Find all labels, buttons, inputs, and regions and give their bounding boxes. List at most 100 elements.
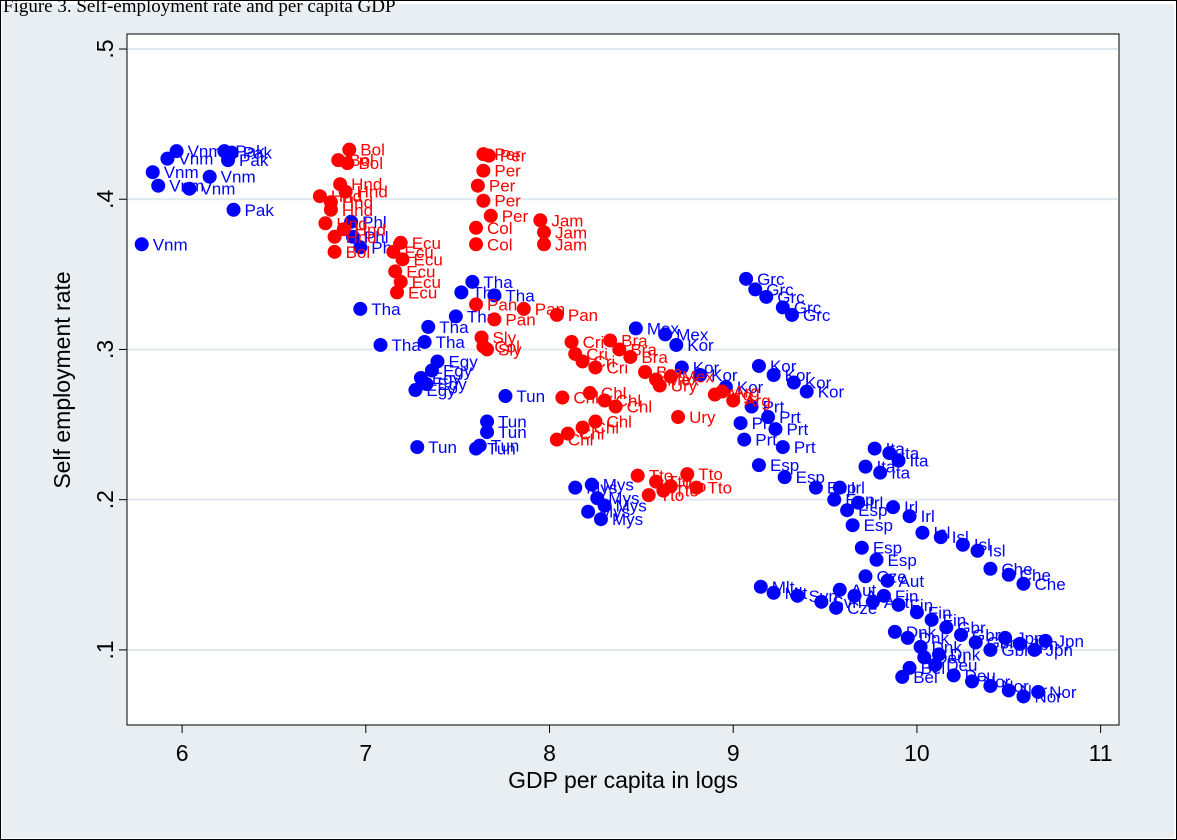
- data-label: Prt: [755, 431, 777, 450]
- data-label: Tto: [698, 465, 723, 484]
- data-label: Jpn: [1045, 641, 1072, 660]
- data-point: [891, 597, 906, 612]
- data-label: Esp: [888, 551, 917, 570]
- data-label: Tto: [707, 479, 732, 498]
- data-point: [827, 492, 842, 507]
- data-point: [751, 358, 766, 373]
- data-label: Ecu: [404, 243, 433, 262]
- data-point: [480, 425, 495, 440]
- data-point: [739, 271, 754, 286]
- data-point: [970, 543, 985, 558]
- data-point: [768, 422, 783, 437]
- data-point: [134, 237, 149, 252]
- data-point: [759, 289, 774, 304]
- data-point: [533, 213, 548, 228]
- x-axis-title: GDP per capita in logs: [508, 767, 738, 793]
- data-point: [946, 668, 961, 683]
- data-point: [886, 500, 901, 515]
- data-label: Tha: [371, 300, 401, 319]
- data-point: [480, 414, 495, 429]
- data-label: Hnd: [342, 201, 373, 220]
- data-point: [338, 184, 353, 199]
- data-label: Esp: [858, 501, 887, 520]
- data-point: [393, 274, 408, 289]
- data-point: [628, 321, 643, 336]
- data-label: Tun: [498, 413, 527, 432]
- data-label: Phl: [362, 213, 387, 232]
- data-label: Tun: [428, 438, 457, 457]
- data-label: Nor: [1049, 683, 1077, 702]
- data-point: [603, 333, 618, 348]
- data-label: Mex: [676, 325, 709, 344]
- data-point: [900, 630, 915, 645]
- data-point: [202, 169, 217, 184]
- data-point: [733, 416, 748, 431]
- data-label: Arg: [744, 392, 770, 411]
- data-point: [909, 605, 924, 620]
- data-point: [680, 467, 695, 482]
- data-label: Ita: [900, 444, 919, 463]
- data-label: Vnm: [153, 235, 188, 254]
- data-point: [421, 319, 436, 334]
- data-label: Mys: [608, 489, 639, 508]
- data-label: Hnd: [346, 228, 377, 247]
- data-label: Tha: [505, 286, 535, 305]
- data-label: Tun: [516, 387, 545, 406]
- data-label: Esp: [873, 539, 902, 558]
- data-point: [470, 178, 485, 193]
- data-label: Jpn: [1057, 632, 1084, 651]
- data-label: Egy: [443, 361, 473, 380]
- data-point: [693, 367, 708, 382]
- data-point: [424, 363, 439, 378]
- x-tick-label: 10: [904, 740, 930, 766]
- data-label: Mex: [682, 367, 715, 386]
- data-label: Bra: [621, 331, 648, 350]
- data-point: [689, 480, 704, 495]
- data-label: Bol: [360, 141, 385, 160]
- data-point: [318, 216, 333, 231]
- data-point: [744, 399, 759, 414]
- data-label: Col: [494, 337, 520, 356]
- data-label: Vnm: [188, 142, 223, 161]
- data-point: [568, 480, 583, 495]
- data-point: [498, 389, 513, 404]
- data-point: [968, 635, 983, 650]
- x-tick-label: 8: [543, 740, 556, 766]
- data-label: Cri: [606, 358, 628, 377]
- data-point: [814, 594, 829, 609]
- y-tick-label: .4: [92, 189, 118, 208]
- data-label: Egy: [437, 375, 467, 394]
- data-point: [663, 369, 678, 384]
- data-point: [876, 588, 891, 603]
- data-label: Sly: [493, 328, 517, 347]
- data-points: VnmVnmVnmVnmVnmVnmVnmPakPakPakPakPhlPhlP…: [134, 141, 1084, 706]
- data-label: Egy: [426, 381, 456, 400]
- data-point: [549, 307, 564, 322]
- data-point: [630, 468, 645, 483]
- data-label: Cri: [583, 333, 605, 352]
- data-point: [751, 458, 766, 473]
- data-label: Ury: [671, 377, 698, 396]
- data-label: Hnd: [342, 193, 373, 212]
- data-label: Kor: [737, 378, 764, 397]
- data-point: [726, 393, 741, 408]
- data-point: [858, 569, 873, 584]
- data-label: Tha: [436, 333, 466, 352]
- data-point: [323, 202, 338, 217]
- data-label: Mys: [612, 510, 643, 529]
- data-label: Pan: [505, 310, 535, 329]
- data-point: [858, 459, 873, 474]
- data-label: Bra: [630, 340, 657, 359]
- data-label: Tun: [498, 423, 527, 442]
- data-point: [582, 386, 597, 401]
- data-point: [887, 624, 902, 639]
- data-point: [1031, 684, 1046, 699]
- data-label: Grc: [766, 280, 794, 299]
- data-label: Prt: [794, 438, 816, 457]
- data-label: Per: [500, 147, 527, 166]
- data-point: [342, 142, 357, 157]
- data-label: Ita: [910, 452, 929, 471]
- y-axis-title: Self employment rate: [49, 271, 75, 488]
- data-point: [448, 309, 463, 324]
- data-point: [327, 244, 342, 259]
